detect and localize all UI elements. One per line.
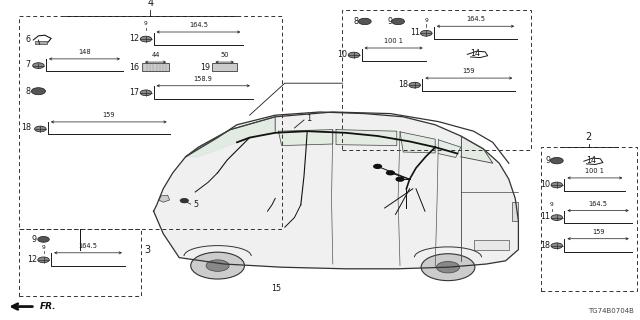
Text: 12: 12 [27, 255, 37, 264]
Text: 3: 3 [144, 244, 150, 255]
Circle shape [140, 36, 152, 42]
Text: 15: 15 [271, 284, 282, 293]
Circle shape [421, 254, 475, 281]
Text: 18: 18 [398, 80, 408, 89]
Bar [19, 229, 141, 296]
Text: 1: 1 [306, 114, 311, 123]
Polygon shape [438, 140, 461, 157]
Circle shape [409, 82, 420, 88]
Circle shape [31, 88, 45, 95]
Bar [19, 16, 282, 229]
Polygon shape [461, 136, 493, 163]
Text: 4: 4 [147, 0, 154, 8]
Circle shape [420, 30, 432, 36]
Circle shape [38, 257, 49, 263]
Polygon shape [400, 132, 435, 153]
Text: 10: 10 [540, 180, 550, 189]
Circle shape [551, 182, 563, 188]
Circle shape [551, 215, 563, 220]
Polygon shape [186, 117, 275, 157]
Bar [512, 202, 518, 221]
Circle shape [191, 252, 244, 279]
Bar [541, 147, 637, 291]
Text: 100 1: 100 1 [586, 168, 604, 174]
Text: 11: 11 [540, 212, 550, 221]
Text: 164.5: 164.5 [79, 243, 97, 249]
Text: 2: 2 [586, 132, 592, 142]
Text: 159: 159 [463, 68, 475, 74]
Text: 9: 9 [545, 156, 550, 165]
Circle shape [140, 90, 152, 96]
Text: 164.5: 164.5 [466, 16, 485, 22]
Text: 5: 5 [193, 200, 198, 209]
Circle shape [551, 243, 563, 249]
Text: 16: 16 [129, 63, 140, 72]
Polygon shape [159, 195, 170, 202]
Bar [35, 41, 47, 44]
Circle shape [396, 177, 404, 181]
Text: 18: 18 [20, 124, 31, 132]
Text: 148: 148 [78, 49, 91, 55]
Circle shape [180, 199, 188, 203]
Text: 14: 14 [470, 49, 481, 58]
Bar [142, 63, 169, 71]
Circle shape [38, 236, 49, 242]
Text: 9: 9 [387, 17, 392, 26]
Text: 19: 19 [200, 63, 210, 72]
Polygon shape [154, 112, 518, 269]
Circle shape [387, 171, 394, 175]
Bar [212, 63, 237, 71]
Text: 100 1: 100 1 [384, 38, 403, 44]
Circle shape [374, 164, 381, 168]
Circle shape [33, 63, 44, 68]
Circle shape [206, 260, 229, 271]
Text: 9: 9 [32, 235, 37, 244]
Circle shape [348, 52, 360, 58]
Text: 10: 10 [337, 50, 348, 59]
Circle shape [35, 126, 46, 132]
Text: 164.5: 164.5 [589, 201, 607, 207]
Circle shape [358, 18, 371, 25]
Circle shape [436, 261, 460, 273]
Polygon shape [336, 130, 397, 146]
Text: 12: 12 [129, 34, 140, 43]
Text: 50: 50 [220, 52, 229, 58]
Text: 159: 159 [592, 229, 604, 235]
Text: 164.5: 164.5 [189, 22, 208, 28]
Text: 14: 14 [586, 156, 596, 165]
Circle shape [392, 18, 404, 25]
Bar [342, 10, 531, 150]
Text: 44: 44 [151, 52, 160, 58]
Text: 159: 159 [102, 112, 115, 118]
Circle shape [550, 157, 563, 164]
Text: 18: 18 [540, 241, 550, 250]
Text: 158.9: 158.9 [194, 76, 212, 82]
Text: 6: 6 [26, 36, 31, 44]
Text: 11: 11 [410, 28, 420, 37]
Text: TG74B0704B: TG74B0704B [588, 308, 634, 314]
Bar [474, 240, 509, 250]
Text: 9: 9 [42, 244, 45, 250]
Text: 7: 7 [26, 60, 31, 69]
Text: 9: 9 [144, 21, 148, 26]
Polygon shape [278, 130, 333, 146]
Text: 9: 9 [424, 18, 428, 23]
Text: 8: 8 [353, 17, 358, 26]
Text: 9: 9 [550, 202, 554, 207]
Text: 8: 8 [26, 87, 31, 96]
Text: 17: 17 [129, 88, 140, 97]
Text: FR.: FR. [40, 302, 56, 311]
